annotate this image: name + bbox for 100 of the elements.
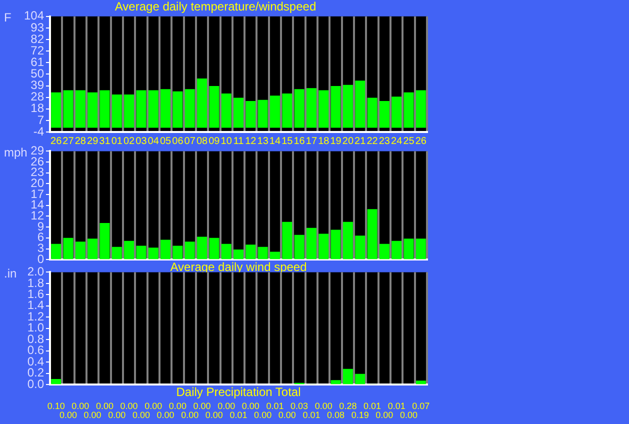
y-tick-label: 7 <box>37 112 44 127</box>
data-label: 0.00 <box>400 410 418 420</box>
bar <box>184 89 195 128</box>
data-label: 0.00 <box>156 410 174 420</box>
y-tick-label: 93 <box>30 20 44 34</box>
bar <box>392 240 402 260</box>
x-tick-label: 06 <box>172 136 184 147</box>
x-tick-label: 13 <box>257 136 269 147</box>
bar <box>246 244 256 260</box>
bar <box>136 246 146 260</box>
bar <box>416 238 426 260</box>
x-tick-label: 05 <box>160 136 172 147</box>
bar <box>124 94 134 128</box>
bar <box>355 236 366 260</box>
x-tick-label: 24 <box>391 136 403 147</box>
bar <box>246 100 256 128</box>
data-label: 0.00 <box>193 400 211 411</box>
data-label: 0.00 <box>72 400 90 411</box>
bar <box>51 244 62 260</box>
data-label: 0.01 <box>302 410 320 420</box>
x-tick-label: 22 <box>366 136 378 147</box>
x-tick-label: 01 <box>111 136 123 147</box>
bar <box>184 242 195 260</box>
bar <box>63 90 74 128</box>
y-axis-title: .in <box>4 266 17 281</box>
bar <box>88 92 98 128</box>
bar <box>342 368 353 384</box>
data-label: 0.00 <box>84 410 102 420</box>
data-label: 0.00 <box>144 400 162 411</box>
bar <box>51 378 62 384</box>
bar <box>306 88 316 128</box>
y-tick-label: 28 <box>30 90 44 104</box>
y-tick-label: 72 <box>30 43 44 58</box>
bar <box>416 380 426 384</box>
x-tick-label: 12 <box>245 136 257 147</box>
y-tick-label: 104 <box>24 8 44 23</box>
data-label: 0.01 <box>230 410 248 420</box>
data-label: 0.01 <box>364 400 382 411</box>
data-label: 0.00 <box>278 410 296 420</box>
data-label: 0.28 <box>339 400 357 411</box>
bar <box>100 90 110 128</box>
y-tick-label: 50 <box>30 66 44 81</box>
bar <box>258 100 268 128</box>
y-tick-label: 18 <box>30 101 44 116</box>
x-tick-label: 26 <box>50 136 62 147</box>
x-tick-label: 21 <box>354 136 366 147</box>
y-tick-label: 39 <box>30 78 44 92</box>
x-tick-label: 17 <box>306 136 318 147</box>
bar <box>392 96 402 128</box>
bar <box>172 91 183 128</box>
data-label: 0.00 <box>181 410 199 420</box>
y-tick-label: 61 <box>30 54 44 69</box>
x-tick-label: 20 <box>342 136 354 147</box>
x-tick-label: 26 <box>415 136 427 147</box>
x-tick-label: 07 <box>184 136 196 147</box>
x-tick-label: 15 <box>282 136 294 147</box>
bar <box>294 234 304 260</box>
bar <box>160 240 171 260</box>
bar <box>342 222 353 260</box>
x-tick-label: 19 <box>330 136 342 147</box>
bar <box>234 250 244 260</box>
bar <box>209 238 220 260</box>
chart-title: Average daily temperature/windspeed <box>114 0 316 14</box>
data-label: 0.00 <box>168 400 186 411</box>
bar <box>63 238 74 260</box>
bar <box>270 252 280 260</box>
data-label: 0.00 <box>254 410 272 420</box>
x-tick-label: 04 <box>148 136 160 147</box>
bar <box>330 86 341 128</box>
bar <box>367 209 378 260</box>
bar <box>258 246 268 260</box>
bar <box>416 90 426 128</box>
data-label: 0.00 <box>96 400 114 411</box>
y-tick-label: 82 <box>30 32 44 46</box>
data-label: 0.00 <box>132 410 150 420</box>
x-tick-label: 18 <box>318 136 330 147</box>
x-tick-label: 16 <box>294 136 306 147</box>
bar <box>404 238 414 260</box>
x-tick-label: 10 <box>220 136 232 147</box>
x-tick-label: 29 <box>87 136 99 147</box>
x-tick-label: 11 <box>233 136 244 147</box>
x-tick-label: 27 <box>62 136 74 147</box>
bar <box>367 98 378 128</box>
bar <box>355 80 366 128</box>
x-tick-label: 09 <box>208 136 220 147</box>
x-tick-label: 02 <box>123 136 136 147</box>
bar <box>221 244 232 260</box>
data-label: 0.10 <box>47 400 65 411</box>
bar <box>270 96 280 128</box>
data-label: 0.00 <box>218 400 236 411</box>
bar <box>124 240 134 260</box>
bar <box>75 242 86 260</box>
data-label: 0.00 <box>120 400 138 411</box>
y-tick-label: -4 <box>33 124 44 138</box>
x-tick-label: 03 <box>136 136 148 147</box>
bar <box>330 380 341 384</box>
data-label: 0.00 <box>376 410 394 420</box>
bar <box>379 100 390 128</box>
bar <box>112 246 122 260</box>
bar <box>51 92 62 128</box>
